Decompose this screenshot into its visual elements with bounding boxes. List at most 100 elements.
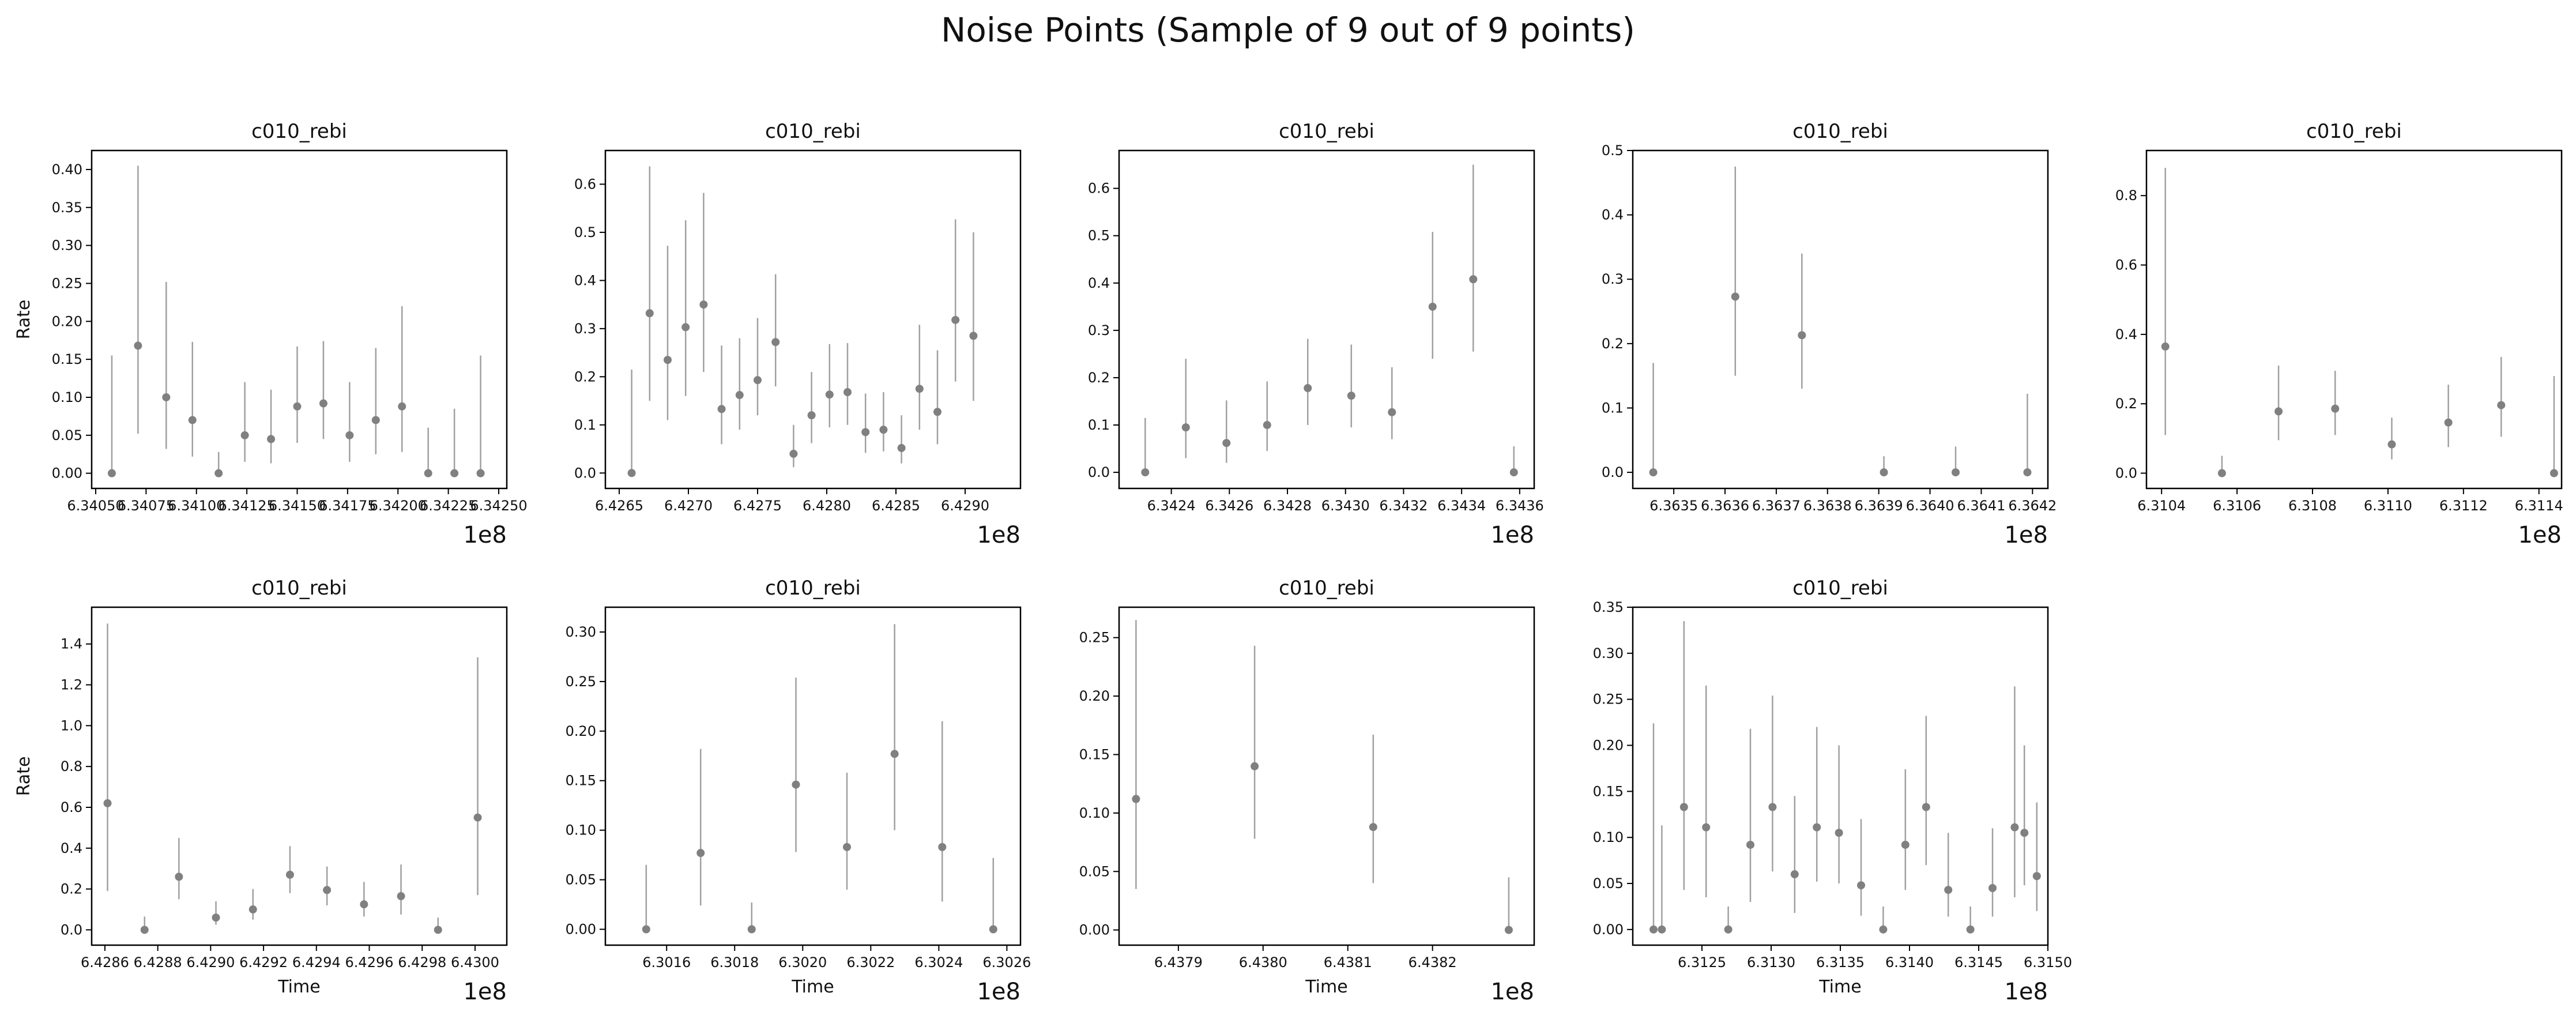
y-tick-label: 0.40 xyxy=(52,161,82,178)
x-tick-label: 6.3642 xyxy=(2008,498,2057,514)
subplot-title: c010_rebi xyxy=(765,120,861,143)
x-tick-label: 6.4381 xyxy=(1324,954,1372,971)
subplot-2: c010_rebi 6.4265 6.4270 6.4275 6.4280 6.4285 6… xyxy=(574,120,1022,548)
data-point xyxy=(397,892,405,901)
y-tick-label: 0.00 xyxy=(1593,922,1624,938)
x-tick-label: 6.34125 xyxy=(219,498,276,514)
y-tick-label: 0.4 xyxy=(574,272,596,288)
y-tick-label: 0.0 xyxy=(1088,464,1110,480)
data-point xyxy=(2217,469,2226,477)
data-point xyxy=(2444,418,2453,427)
data-point xyxy=(1702,823,1711,832)
data-point xyxy=(1469,275,1478,284)
x-tick-label: 6.3430 xyxy=(1321,498,1370,514)
x-axis-label: Time xyxy=(1305,977,1347,997)
data-point xyxy=(140,926,149,934)
data-point xyxy=(2161,342,2170,351)
data-point xyxy=(285,870,294,879)
subplot-5: c010_rebi 6.3104 6.3106 6.3108 6.3110 6.3112 6… xyxy=(2115,120,2563,548)
y-tick-label: 1.2 xyxy=(61,677,82,693)
y-tick-label: 0.6 xyxy=(2115,257,2137,273)
y-tick-label: 0.05 xyxy=(1079,863,1110,879)
data-point xyxy=(789,449,798,458)
data-point xyxy=(681,323,690,332)
x-tick-label: 6.34075 xyxy=(118,498,175,514)
data-point xyxy=(951,315,960,324)
data-point xyxy=(162,393,171,401)
data-point xyxy=(248,905,257,914)
data-point xyxy=(890,750,899,758)
y-tick-label: 0.5 xyxy=(1088,228,1110,244)
x-tick-label: 6.3135 xyxy=(1816,954,1865,971)
data-point xyxy=(1731,292,1739,301)
data-point xyxy=(371,416,380,424)
y-tick-label: 0.2 xyxy=(1088,370,1110,386)
y-tick-label: 0.6 xyxy=(1088,180,1110,197)
subplot-9: c010_rebi 6.3125 6.3130 6.3135 6.3140 6.3145 6… xyxy=(1593,577,2072,1005)
x-tick-label: 6.34175 xyxy=(319,498,376,514)
data-point xyxy=(1388,408,1396,416)
data-point xyxy=(1304,384,1312,393)
x-tick-label: 6.4290 xyxy=(186,954,235,971)
data-point xyxy=(1768,803,1777,811)
y-tick-label: 0.20 xyxy=(52,313,82,329)
data-point xyxy=(1347,392,1355,400)
x-tick-label: 6.34100 xyxy=(168,498,225,514)
x-offset-label: 1e8 xyxy=(1490,522,1534,548)
x-tick-label: 6.34250 xyxy=(470,498,527,514)
y-tick-label: 0.0 xyxy=(1602,464,1624,480)
subplot-3: c010_rebi 6.3424 6.3426 6.3428 6.3430 6.3432 6… xyxy=(1088,120,1544,548)
x-tick-label: 6.3635 xyxy=(1649,498,1698,514)
x-tick-label: 6.3130 xyxy=(1747,954,1795,971)
x-tick-label: 6.3106 xyxy=(2213,498,2261,514)
x-offset-label: 1e8 xyxy=(463,522,507,548)
axes-frame xyxy=(604,149,1022,490)
data-point xyxy=(2032,872,2041,881)
x-tick-label: 6.3125 xyxy=(1678,954,1726,971)
data-point xyxy=(2020,829,2029,837)
x-tick-label: 6.4280 xyxy=(803,498,851,514)
data-point xyxy=(1509,468,1518,477)
axes-frame xyxy=(1118,149,1535,490)
data-point xyxy=(319,399,327,408)
y-tick-label: 0.2 xyxy=(574,368,596,385)
subplot-7: c010_rebi 6.3016 6.3018 6.3020 6.3022 6.3024 6… xyxy=(566,577,1031,1005)
y-tick-label: 0.2 xyxy=(61,881,82,897)
data-point xyxy=(267,435,276,443)
data-point xyxy=(2023,468,2032,477)
subplot-title: c010_rebi xyxy=(1792,577,1888,600)
x-tick-label: 6.3020 xyxy=(778,954,827,971)
data-point xyxy=(240,431,249,439)
x-axis-label: Time xyxy=(277,977,320,997)
data-point xyxy=(323,886,332,894)
axes-frame xyxy=(1632,149,2049,490)
x-tick-label: 6.3639 xyxy=(1855,498,1903,514)
y-tick-label: 0.25 xyxy=(1079,630,1110,646)
data-point xyxy=(360,900,368,909)
data-point xyxy=(134,341,142,350)
y-tick-label: 0.20 xyxy=(1593,738,1624,754)
data-point xyxy=(1181,423,1190,432)
x-axis-label: Time xyxy=(1818,977,1861,997)
subplot-title: c010_rebi xyxy=(251,577,347,600)
data-point xyxy=(792,780,800,789)
data-point xyxy=(754,376,762,385)
data-point xyxy=(1966,925,1975,934)
x-tick-label: 6.3104 xyxy=(2137,498,2186,514)
data-point xyxy=(2010,823,2019,832)
data-point xyxy=(473,813,482,822)
y-tick-label: 0.1 xyxy=(574,417,596,433)
x-offset-label: 1e8 xyxy=(2004,522,2048,548)
subplot-title: c010_rebi xyxy=(1279,577,1374,600)
subplot-title: c010_rebi xyxy=(251,120,347,143)
x-tick-label: 6.3114 xyxy=(2515,498,2563,514)
y-tick-label: 0.8 xyxy=(2115,187,2137,204)
y-tick-label: 0.35 xyxy=(52,200,82,216)
axes-frame xyxy=(2145,149,2563,490)
y-tick-label: 0.05 xyxy=(52,427,82,443)
data-point xyxy=(1944,886,1953,894)
data-point xyxy=(214,469,223,477)
data-point xyxy=(933,408,941,416)
x-tick-label: 6.3426 xyxy=(1205,498,1253,514)
x-tick-label: 6.3150 xyxy=(2024,954,2072,971)
